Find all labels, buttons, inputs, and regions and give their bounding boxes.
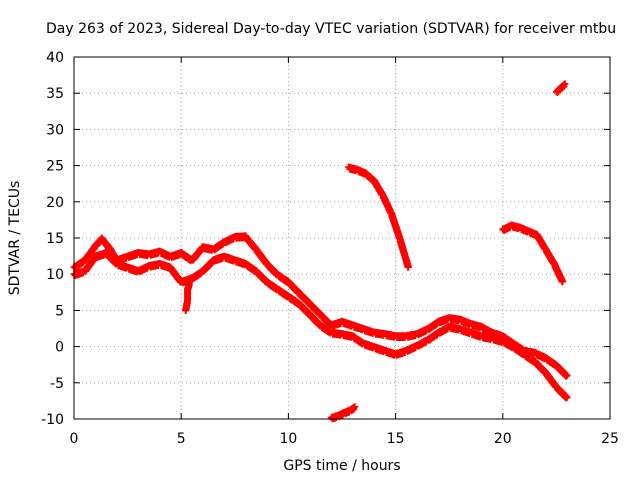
series-track-high (344, 163, 412, 271)
mark-track-high (344, 163, 412, 271)
mark-track-main-upper (70, 232, 571, 380)
x-axis-label: GPS time / hours (283, 458, 400, 474)
mark-spike-5h (182, 277, 194, 315)
y-tick-label: 5 (55, 303, 64, 319)
series-spike-5h (182, 277, 194, 315)
x-tick-label: 10 (279, 431, 297, 447)
series-track-right (499, 221, 567, 286)
x-tick-label: 25 (601, 431, 619, 447)
x-tick-label: 0 (70, 431, 79, 447)
y-tick-label: 30 (46, 122, 64, 138)
x-tick-label: 20 (494, 431, 512, 447)
y-tick-label: 20 (46, 195, 64, 211)
series-track-main-upper (70, 232, 571, 380)
y-tick-label: -10 (41, 412, 64, 428)
series-track-bottom (327, 403, 359, 423)
y-tick-label: 0 (55, 340, 64, 356)
y-tick-label: 40 (46, 50, 64, 66)
y-tick-label: 15 (46, 231, 64, 247)
grid-lines (74, 57, 610, 419)
mark-track-right (499, 221, 567, 286)
y-tick-label: 35 (46, 86, 64, 102)
chart-title: Day 263 of 2023, Sidereal Day-to-day VTE… (46, 21, 616, 37)
mark-track-top (552, 80, 569, 96)
x-tick-label: 5 (177, 431, 186, 447)
y-tick-label: -5 (50, 376, 64, 392)
x-tick-labels: 0 5 10 15 20 25 (70, 431, 619, 447)
series-track-main-lower (70, 249, 571, 402)
y-axis-label: SDTVAR / TECUs (7, 181, 23, 296)
mark-track-main-lower (70, 249, 571, 402)
y-tick-labels: -10 -5 0 5 10 15 20 25 30 35 40 (41, 50, 64, 428)
plot-frame (73, 56, 611, 420)
mark-track-bottom (327, 403, 359, 423)
y-tick-label: 10 (46, 267, 64, 283)
data-marks (70, 80, 571, 423)
x-tick-label: 15 (387, 431, 405, 447)
series-track-top (552, 80, 569, 96)
y-tick-label: 25 (46, 159, 64, 175)
